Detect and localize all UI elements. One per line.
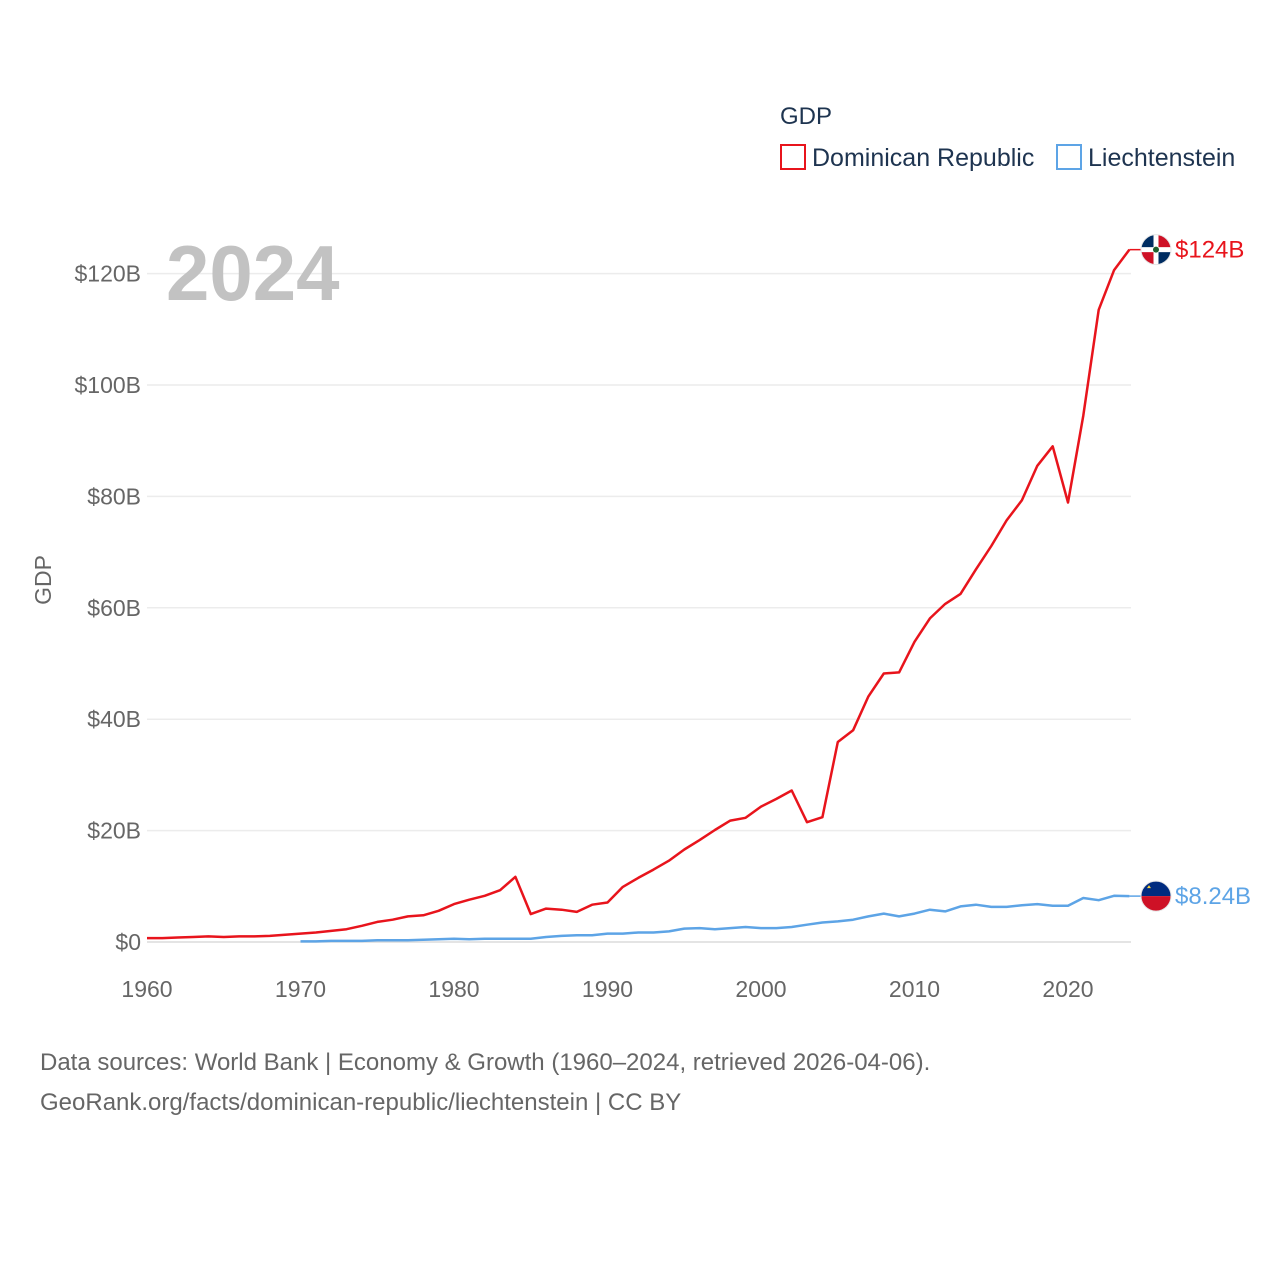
legend-swatch-dominican-republic: [780, 144, 806, 170]
legend: GDP Dominican Republic Liechtenstein: [780, 103, 1235, 172]
year-label: 2024: [166, 229, 340, 317]
x-tick-label: 1970: [275, 976, 326, 1002]
source-line-1: Data sources: World Bank | Economy & Gro…: [40, 1049, 931, 1076]
legend-title: GDP: [780, 103, 832, 130]
y-tick-label: $20B: [87, 818, 141, 844]
liechtenstein-flag-icon: [1140, 880, 1172, 912]
y-tick-label: $40B: [87, 706, 141, 732]
y-axis: $0 $20B $40B $60B $80B $100B $120B: [74, 261, 141, 955]
legend-label-liechtenstein: Liechtenstein: [1088, 144, 1235, 172]
y-tick-label: $0: [115, 929, 141, 955]
series-line-dominican-republic[interactable]: [147, 248, 1131, 940]
legend-swatch-liechtenstein: [1056, 144, 1082, 170]
end-markers: $124B $8.24B: [1129, 234, 1251, 912]
y-tick-label: $60B: [87, 595, 141, 621]
x-tick-label: 1990: [582, 976, 633, 1002]
source-line-2: GeoRank.org/facts/dominican-republic/lie…: [40, 1089, 682, 1116]
legend-item-dominican-republic[interactable]: Dominican Republic: [780, 144, 1034, 172]
end-value-label-liechtenstein: $8.24B: [1175, 883, 1251, 910]
y-tick-label: $120B: [74, 261, 141, 287]
grid-lines: [147, 272, 1131, 943]
series-line-liechtenstein[interactable]: [300, 894, 1130, 943]
x-tick-label: 1980: [428, 976, 479, 1002]
y-tick-label: $80B: [87, 483, 141, 509]
legend-item-liechtenstein[interactable]: Liechtenstein: [1056, 144, 1235, 172]
gdp-line-chart: $0 $20B $40B $60B $80B $100B $120B 1960 1970 198…: [30, 103, 1251, 1002]
legend-label-dominican-republic: Dominican Republic: [812, 144, 1034, 172]
x-tick-label: 2000: [735, 976, 786, 1002]
end-value-label-dominican-republic: $124B: [1175, 237, 1244, 264]
x-tick-label: 2020: [1042, 976, 1093, 1002]
y-tick-label: $100B: [74, 372, 141, 398]
y-axis-title: GDP: [30, 555, 56, 605]
series-lines: [147, 248, 1131, 943]
x-tick-label: 2010: [889, 976, 940, 1002]
dominican-republic-flag-icon: [1140, 234, 1172, 266]
data-source-note: Data sources: World Bank | Economy & Gro…: [40, 1043, 930, 1123]
x-axis: 1960 1970 1980 1990 2000 2010 2020: [121, 976, 1093, 1002]
x-tick-label: 1960: [121, 976, 172, 1002]
